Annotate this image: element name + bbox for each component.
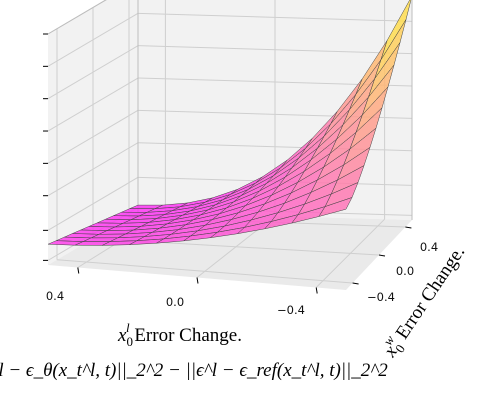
tick-mark <box>378 254 386 257</box>
y-tick-label: −0.4 <box>367 290 395 304</box>
gridline <box>47 77 139 132</box>
y-tick-label: 0.0 <box>396 264 414 278</box>
surface-plot <box>47 0 412 246</box>
x-axis-label: x0l Error Change. <box>117 320 242 349</box>
pane-edge <box>47 0 107 35</box>
gridline <box>56 259 353 284</box>
gridline <box>47 45 139 100</box>
gridline <box>47 142 139 197</box>
gridline <box>47 109 139 164</box>
tick-mark <box>196 277 199 284</box>
surface-cell <box>318 197 353 217</box>
axis-ticks <box>43 33 412 294</box>
x-tick-label: 0.4 <box>46 289 64 303</box>
y-tick-label: 0.4 <box>420 240 438 254</box>
gridline <box>137 12 413 22</box>
x-tick-label: 0.0 <box>166 295 184 309</box>
z-axis-formula: ||ϵ^l − ϵ_θ(x_t^l, t)||_2^2 − ||ϵ^l − ϵ_… <box>0 360 388 381</box>
tick-mark <box>405 226 412 229</box>
tick-mark <box>77 267 80 274</box>
gridline <box>47 12 139 67</box>
x-tick-label: −0.4 <box>277 303 305 317</box>
gridline <box>137 45 413 55</box>
tick-mark <box>315 287 318 294</box>
tick-mark <box>352 282 359 285</box>
axis-edges <box>47 0 413 220</box>
gridline <box>47 176 139 231</box>
